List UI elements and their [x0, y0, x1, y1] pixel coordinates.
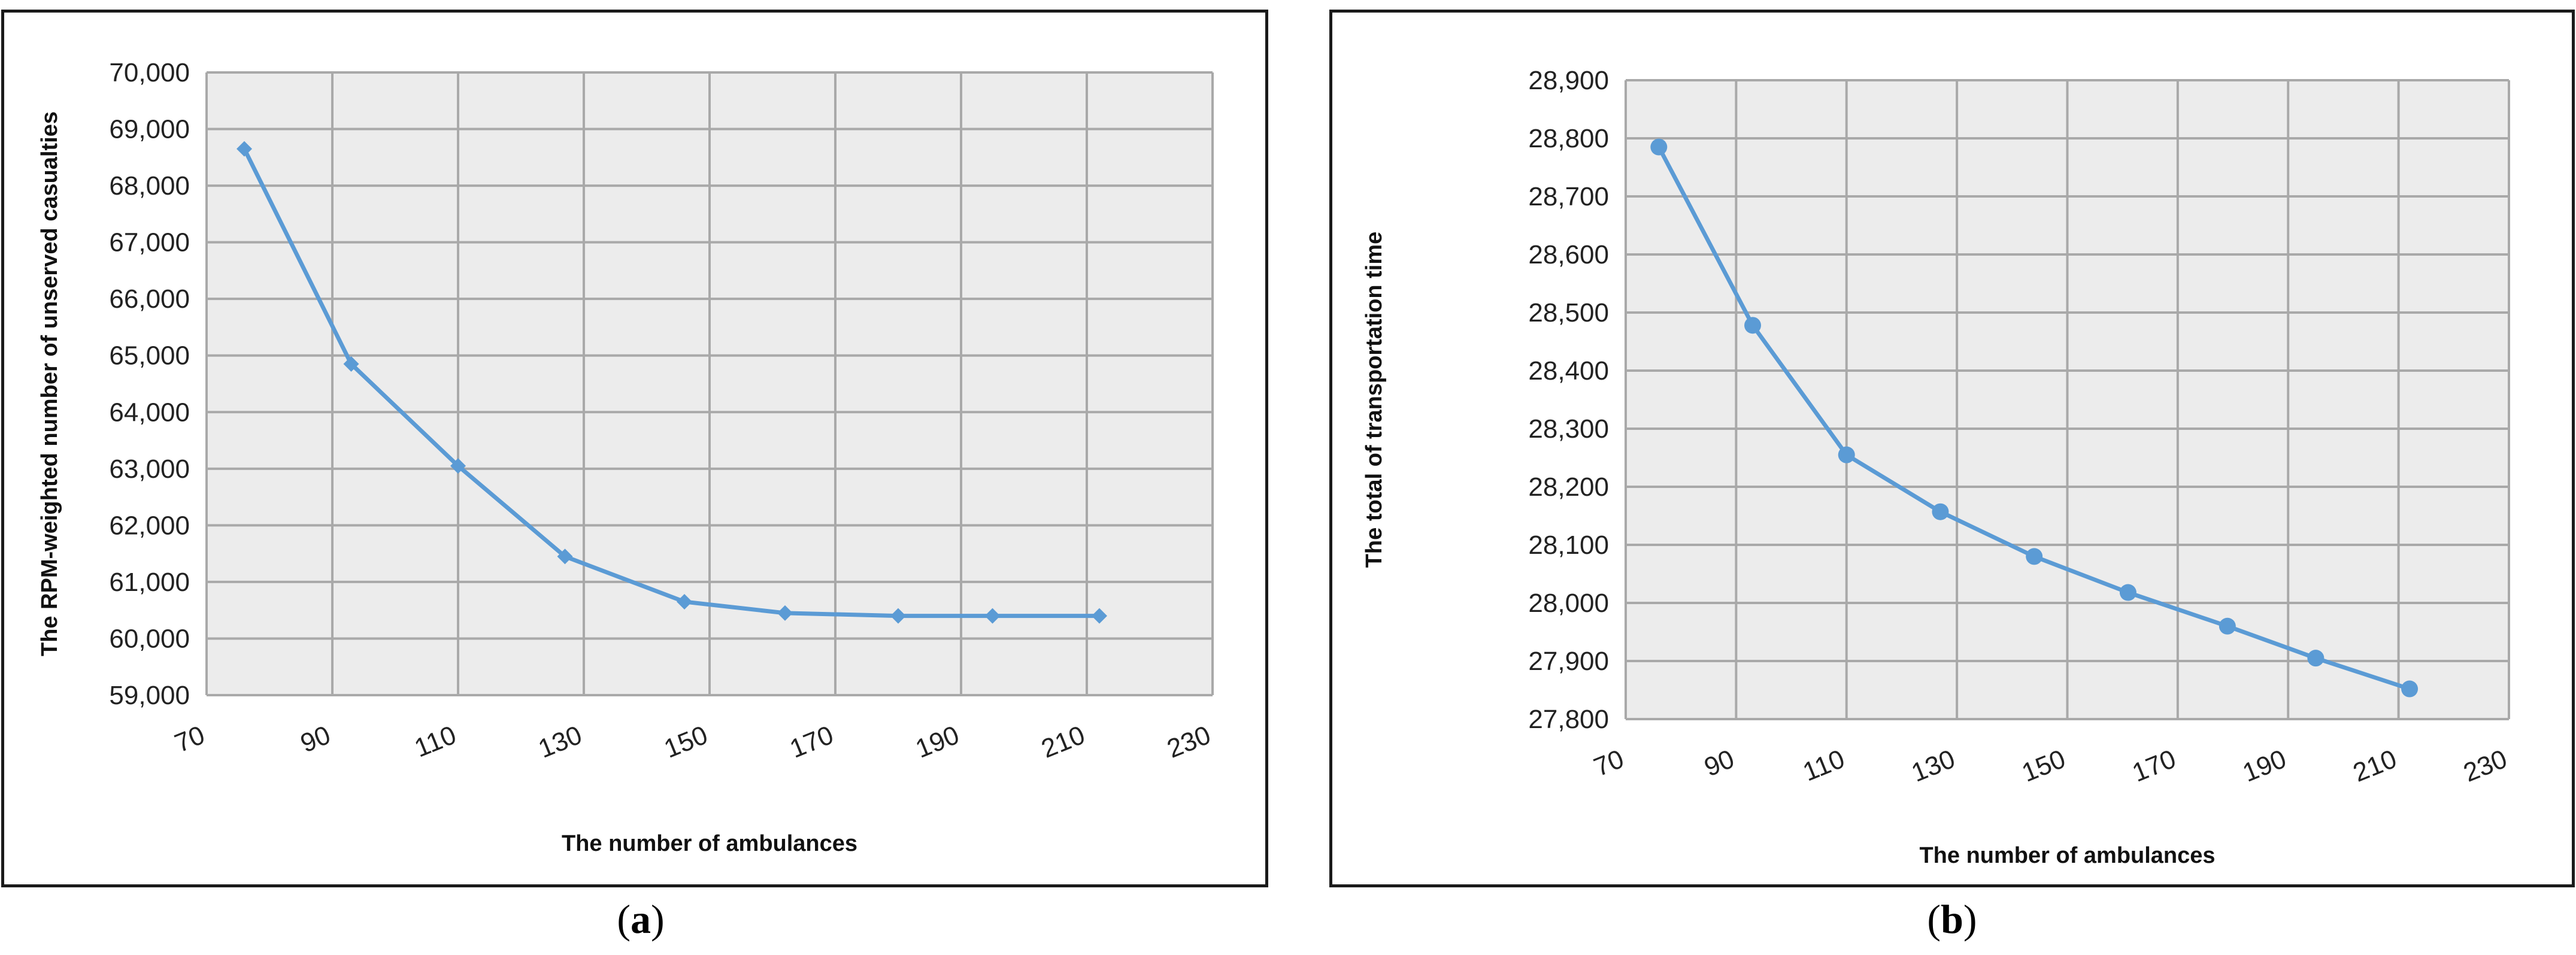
chart-1-x-tick-label: 150 [2018, 744, 2069, 788]
chart-0-data-point [677, 594, 692, 610]
chart-0-data-point [343, 356, 359, 372]
chart-1-y-tick-label: 28,000 [1528, 589, 1609, 618]
chart-0-y-tick-label: 65,000 [109, 341, 190, 371]
chart-1-y-tick-label: 28,700 [1528, 182, 1609, 211]
chart-1-data-point [2219, 617, 2236, 635]
chart-1-data-point [2307, 650, 2325, 667]
chart-0-data-point [890, 608, 906, 624]
chart-1-data-point [1932, 503, 1949, 520]
chart-0-y-tick-label: 70,000 [109, 58, 190, 87]
chart-0-x-tick-label: 130 [534, 720, 586, 764]
chart-1-x-tick-label: 90 [1700, 744, 1738, 783]
chart-1-x-tick-label: 70 [1590, 744, 1628, 783]
chart-1-data-point [2026, 548, 2043, 565]
chart-1-y-axis-title: The total of transportation time [1362, 232, 1387, 568]
chart-1-data-point [1838, 446, 1855, 463]
chart-0-y-tick-label: 66,000 [109, 284, 190, 314]
chart-0-data-point [450, 458, 466, 474]
chart-0-y-tick-label: 63,000 [109, 454, 190, 484]
chart-1-data-point [2401, 680, 2419, 698]
chart-1-y-tick-label: 28,100 [1528, 530, 1609, 560]
chart-0-data-point [777, 605, 793, 621]
chart-1-data-point [1744, 317, 1762, 334]
chart-0-y-tick-label: 62,000 [109, 511, 190, 540]
caption-a-letter: a [631, 896, 651, 942]
chart-1-data-point [1650, 138, 1668, 156]
chart-1-y-tick-label: 28,400 [1528, 356, 1609, 386]
chart-0-x-tick-label: 170 [786, 720, 837, 764]
chart-1-y-tick-label: 28,900 [1528, 66, 1609, 95]
chart-0-y-axis-title: The RPM-weighted number of unserved casu… [37, 111, 62, 656]
chart-0-y-tick-label: 68,000 [109, 171, 190, 201]
chart-1-y-tick-label: 28,300 [1528, 414, 1609, 444]
caption-a: (a) [617, 896, 665, 942]
chart-0-data-point [1092, 608, 1107, 624]
chart-0-y-tick-label: 67,000 [109, 228, 190, 257]
chart-1-x-axis-title: The number of ambulances [1919, 843, 2215, 868]
chart-0-data-point [237, 141, 252, 157]
chart-1-y-tick-label: 28,200 [1528, 472, 1609, 502]
chart-1-y-tick-label: 27,900 [1528, 647, 1609, 676]
chart-0-x-tick-label: 210 [1037, 720, 1089, 764]
chart-1-y-tick-label: 28,800 [1528, 124, 1609, 153]
chart-1-x-tick-label: 230 [2459, 744, 2511, 788]
chart-0-data-point [984, 608, 1001, 624]
chart-1-x-tick-label: 130 [1907, 744, 1959, 788]
chart-1-x-tick-label: 170 [2128, 744, 2180, 788]
chart-0-y-tick-label: 60,000 [109, 624, 190, 653]
chart-0-x-tick-label: 230 [1163, 720, 1214, 764]
chart-1-data-point [2119, 584, 2136, 601]
chart-1-y-tick-label: 27,800 [1528, 705, 1609, 734]
chart-0-y-tick-label: 61,000 [109, 568, 190, 597]
chart-0-y-tick-label: 59,000 [109, 681, 190, 710]
chart-1-y-tick-label: 28,500 [1528, 298, 1609, 328]
chart-0-x-tick-label: 70 [171, 720, 209, 759]
chart-panel-b: 27,800 27,900 28,000 28,100 28,200 28,300 28,4… [1329, 10, 2575, 887]
chart-1-y-tick-label: 28,600 [1528, 240, 1609, 269]
chart-1-x-tick-label: 210 [2349, 744, 2401, 788]
chart-0-data-point [557, 548, 573, 565]
chart-0-y-tick-label: 64,000 [109, 398, 190, 427]
chart-1-x-tick-label: 190 [2239, 744, 2290, 788]
chart-panel-a: 59,000 60,000 61,000 62,000 63,000 64,000 65,0… [1, 10, 1268, 887]
chart-1-x-tick-label: 110 [1799, 744, 1848, 787]
chart-b-svg: 27,800 27,900 28,000 28,100 28,200 28,300 28,4… [1362, 66, 2511, 868]
caption-b-letter: b [1941, 896, 1963, 942]
chart-0-x-tick-label: 110 [410, 720, 460, 763]
chart-0-x-axis-title: The number of ambulances [562, 831, 857, 856]
chart-a-svg: 59,000 60,000 61,000 62,000 63,000 64,000 65,0… [37, 58, 1215, 856]
chart-0-x-tick-label: 150 [660, 720, 711, 764]
chart-0-x-tick-label: 90 [296, 720, 335, 759]
caption-b: (b) [1927, 896, 1977, 942]
chart-0-x-tick-label: 190 [911, 720, 963, 764]
chart-0-y-tick-label: 69,000 [109, 115, 190, 144]
